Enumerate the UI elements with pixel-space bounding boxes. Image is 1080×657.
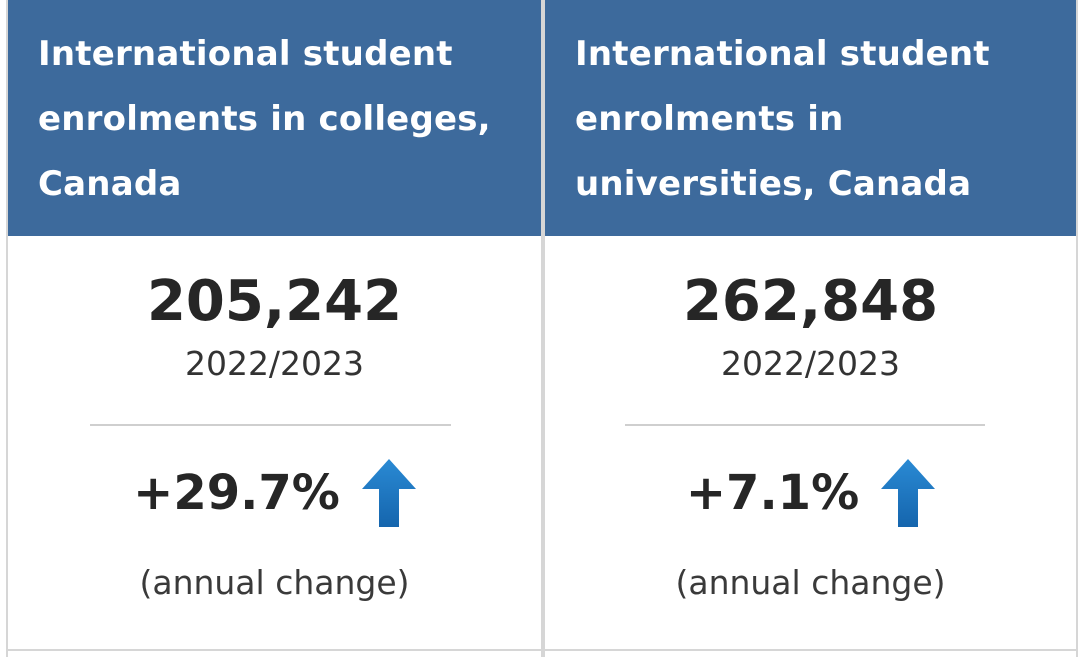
annual-change-value: +7.1% xyxy=(685,465,860,521)
period-label: 2022/2023 xyxy=(184,344,365,383)
card-body: 205,242 2022/2023 +29.7% (annual change) xyxy=(8,236,541,657)
bottom-border xyxy=(545,649,1076,651)
enrolment-value: 205,242 xyxy=(146,269,403,334)
card-title: International student enrolments in univ… xyxy=(545,0,1076,236)
universities-stat-card: International student enrolments in univ… xyxy=(543,0,1078,657)
colleges-stat-card: International student enrolments in coll… xyxy=(6,0,543,657)
card-body: 262,848 2022/2023 +7.1% (annual change) xyxy=(545,236,1076,657)
enrolment-value: 262,848 xyxy=(682,269,939,334)
card-title: International student enrolments in coll… xyxy=(8,0,541,236)
annual-change-note: (annual change) xyxy=(139,563,410,602)
arrow-up-icon xyxy=(881,459,936,527)
annual-change-value: +29.7% xyxy=(133,465,340,521)
arrow-up-icon xyxy=(361,459,416,527)
change-row: +7.1% xyxy=(545,458,1076,528)
bottom-border xyxy=(8,649,541,651)
divider xyxy=(90,424,451,426)
annual-change-note: (annual change) xyxy=(675,563,946,602)
divider xyxy=(625,424,985,426)
period-label: 2022/2023 xyxy=(720,344,901,383)
change-row: +29.7% xyxy=(8,458,541,528)
